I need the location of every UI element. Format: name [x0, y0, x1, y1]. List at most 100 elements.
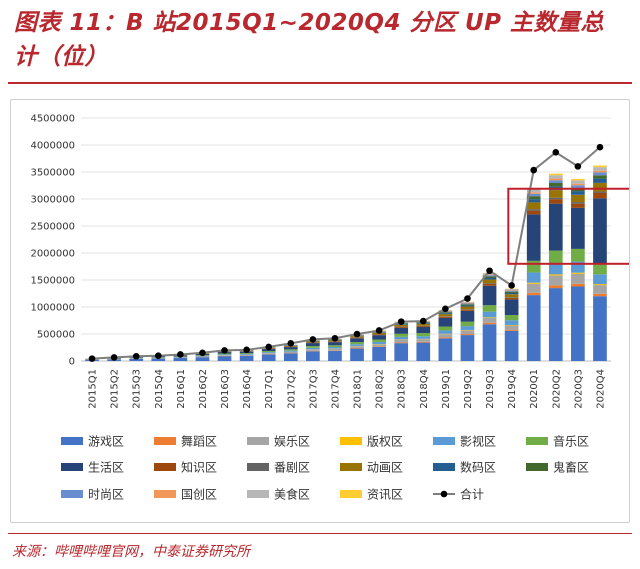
bar-segment — [504, 289, 519, 291]
legend-swatch — [154, 437, 176, 445]
bar-segment — [504, 330, 519, 361]
bar-segment — [350, 342, 364, 345]
bar-segment — [571, 185, 585, 188]
y-tick-label: 2500000 — [30, 222, 75, 233]
bar-segment — [416, 326, 431, 328]
bar-segment — [526, 260, 541, 273]
total-marker — [442, 305, 449, 313]
bar-segment — [571, 202, 585, 204]
legend-swatch — [433, 463, 455, 471]
bar-segment — [460, 330, 475, 335]
bar-segment — [593, 172, 607, 176]
bar-segment — [195, 356, 210, 358]
bar-segment — [482, 283, 497, 286]
legend-label: 娱乐区 — [274, 435, 310, 449]
bar-segment — [593, 296, 607, 361]
bar-segment — [526, 272, 541, 283]
total-marker — [265, 343, 273, 351]
bar-segment — [438, 330, 453, 334]
bar-segment — [438, 337, 453, 339]
bar-segment — [504, 290, 519, 292]
bar-segment — [571, 194, 585, 203]
bar-segment — [372, 339, 386, 342]
x-tick-label: 2018Q1 — [353, 369, 364, 409]
bar-segment — [239, 354, 254, 356]
legend-swatch — [340, 490, 362, 498]
bar-segment — [328, 347, 342, 349]
bar-segment — [195, 357, 210, 361]
bar-segment — [306, 349, 320, 351]
y-tick-label: 2000000 — [30, 249, 75, 260]
legend-swatch — [340, 437, 362, 445]
bar-segment — [460, 303, 475, 305]
x-tick-label: 2015Q4 — [154, 369, 165, 409]
source-note: 来源：哔哩哔哩官网，中泰证券研究所 — [12, 544, 250, 560]
bar-segment — [482, 311, 497, 318]
bar-segment — [460, 306, 475, 310]
bar-segment — [438, 338, 453, 361]
bar-segment — [482, 317, 497, 323]
x-tick-label: 2020Q2 — [551, 369, 562, 409]
bar-segment — [548, 250, 563, 264]
legend-label: 游戏区 — [88, 435, 124, 449]
bar-segment — [372, 344, 386, 347]
x-tick-label: 2015Q1 — [88, 369, 99, 409]
bar-segment — [460, 309, 475, 310]
bar-segment — [350, 348, 364, 361]
total-marker — [508, 282, 515, 289]
total-marker — [596, 143, 604, 151]
legend-swatch — [433, 437, 455, 445]
bar-segment — [328, 350, 342, 361]
bar-segment — [526, 189, 541, 193]
bar-segment — [482, 324, 497, 361]
bar-segment — [526, 202, 541, 210]
bar-segment — [593, 170, 607, 173]
bar-segment — [526, 192, 541, 194]
bar-segment — [482, 283, 497, 284]
bar-segment — [217, 353, 232, 355]
y-tick-label: 4500000 — [30, 114, 75, 125]
x-tick-label: 2019Q1 — [441, 369, 452, 409]
bar-segment — [217, 354, 232, 356]
bar-segment — [460, 305, 475, 307]
bar-segment — [438, 312, 453, 314]
bar-segment — [526, 292, 541, 296]
bar-segment — [548, 178, 563, 181]
bar-segment — [460, 302, 475, 304]
legend-swatch — [247, 437, 269, 445]
bar-segment — [593, 274, 607, 285]
legend-swatch — [526, 463, 548, 471]
bar-segment — [416, 323, 431, 326]
bar-segment — [350, 344, 364, 346]
total-marker — [552, 149, 560, 156]
total-marker — [574, 163, 582, 170]
total-marker — [243, 346, 250, 354]
y-tick-label: 1000000 — [30, 303, 75, 314]
bar-segment — [526, 295, 541, 361]
bar-segment — [571, 272, 585, 274]
bar-segment — [460, 304, 475, 306]
legend-label: 合计 — [460, 487, 484, 502]
bar-segment — [239, 354, 254, 355]
x-tick-label: 2020Q4 — [595, 369, 606, 409]
bar-segment — [571, 286, 585, 361]
bar-segment — [548, 197, 563, 200]
bar-segment — [482, 276, 497, 279]
bar-segment — [548, 183, 563, 187]
bar-segment — [394, 339, 409, 343]
y-tick-label: 1500000 — [30, 276, 75, 287]
bar-segment — [394, 333, 409, 337]
legend-label: 影视区 — [460, 434, 496, 449]
bar-segment — [482, 279, 497, 284]
legend-swatch — [61, 437, 83, 445]
bar-segment — [328, 345, 342, 348]
bar-segment — [217, 355, 232, 356]
x-tick-label: 2016Q4 — [242, 369, 253, 409]
bar-segment — [504, 324, 519, 326]
bar-segment — [504, 294, 519, 298]
bar-segment — [350, 338, 364, 343]
bar-segment — [504, 297, 519, 298]
bar-segment — [548, 173, 563, 176]
x-tick-label: 2017Q4 — [330, 369, 341, 409]
bar-segment — [416, 339, 431, 342]
